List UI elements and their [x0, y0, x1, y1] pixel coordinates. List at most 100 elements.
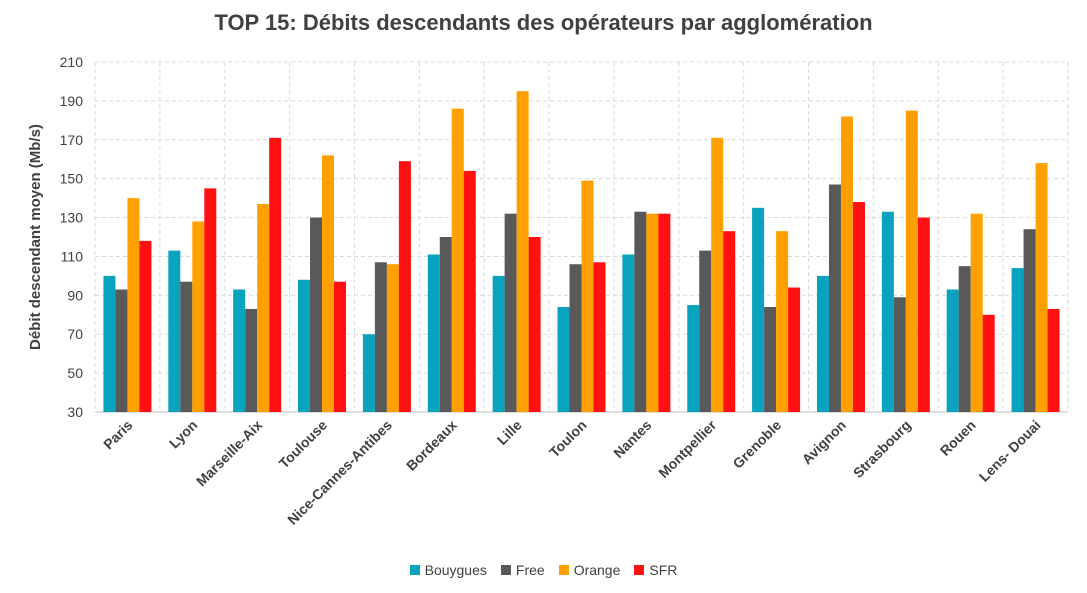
bar-orange-12	[905, 110, 918, 412]
bar-bouygues-4	[362, 334, 375, 412]
bar-sfr-4	[398, 161, 411, 412]
bar-orange-11	[840, 116, 853, 412]
y-tick-label: 210	[60, 54, 84, 70]
x-tick-label: Lille	[494, 417, 525, 448]
bar-sfr-14	[1047, 308, 1060, 412]
x-tick-label: Marseille-Aix	[193, 417, 266, 490]
legend-item-sfr: SFR	[634, 562, 677, 578]
bar-bouygues-9	[687, 305, 700, 412]
bar-free-6	[504, 213, 517, 412]
bar-free-13	[958, 266, 971, 412]
bar-sfr-10	[788, 287, 801, 412]
bar-bouygues-7	[557, 307, 570, 412]
legend-item-orange: Orange	[558, 562, 621, 578]
x-tick-label: Lens- Douai	[976, 417, 1044, 485]
x-tick-label: Rouen	[937, 417, 979, 459]
bar-orange-4	[386, 264, 399, 412]
bar-orange-13	[970, 213, 983, 412]
bar-bouygues-14	[1011, 268, 1024, 412]
y-tick-label: 30	[67, 404, 83, 420]
legend-label-orange: Orange	[573, 562, 621, 578]
bar-bouygues-8	[622, 254, 635, 412]
bar-orange-1	[192, 221, 205, 412]
bar-bouygues-0	[103, 275, 116, 412]
legend-label-free: Free	[515, 562, 545, 578]
bar-sfr-12	[917, 217, 930, 412]
y-tick-label: 110	[61, 248, 84, 264]
legend-item-bouygues: Bouygues	[409, 562, 487, 578]
bar-free-11	[828, 184, 841, 412]
legend-swatch-orange	[558, 565, 569, 575]
y-tick-label: 190	[60, 93, 84, 109]
bar-free-4	[374, 262, 387, 412]
bar-free-8	[634, 211, 647, 412]
bar-orange-7	[581, 180, 594, 412]
y-tick-label: 70	[67, 326, 83, 342]
y-tick-label: 90	[67, 287, 83, 303]
y-axis-title: Débit descendant moyen (Mb/s)	[27, 124, 44, 350]
bar-sfr-8	[658, 213, 671, 412]
bar-sfr-9	[723, 231, 736, 412]
bar-sfr-11	[852, 202, 865, 412]
bar-bouygues-10	[752, 207, 765, 412]
legend-swatch-sfr	[634, 565, 645, 575]
bar-orange-8	[646, 213, 659, 412]
bar-orange-5	[451, 108, 464, 413]
bar-free-1	[180, 281, 193, 412]
bar-bouygues-5	[427, 254, 440, 412]
bar-bouygues-13	[946, 289, 959, 412]
bar-bouygues-12	[881, 211, 894, 412]
bar-free-3	[310, 217, 323, 412]
legend-item-free: Free	[500, 562, 545, 578]
x-tick-label: Avignon	[799, 417, 850, 468]
bar-sfr-13	[982, 314, 995, 412]
bar-orange-14	[1035, 163, 1048, 412]
y-tick-label: 50	[67, 365, 83, 381]
y-tick-label: 130	[60, 210, 84, 226]
bar-sfr-1	[204, 188, 217, 412]
x-tick-label: Montpellier	[655, 416, 720, 481]
bar-sfr-3	[334, 281, 347, 412]
bar-free-0	[115, 289, 128, 412]
legend-swatch-bouygues	[409, 565, 420, 575]
bar-free-9	[699, 250, 712, 412]
bar-free-5	[439, 237, 452, 412]
y-tick-label: 170	[60, 132, 84, 148]
bar-free-10	[764, 307, 777, 412]
x-tick-label: Toulon	[546, 417, 590, 461]
y-tick-label: 150	[60, 171, 84, 187]
x-tick-label: Strasbourg	[850, 417, 914, 481]
bar-bouygues-3	[298, 279, 311, 412]
x-tick-label: Nantes	[610, 417, 654, 461]
bar-sfr-5	[463, 170, 476, 412]
bar-sfr-0	[139, 240, 152, 412]
x-tick-label: Lyon	[166, 417, 201, 452]
legend-label-sfr: SFR	[649, 562, 678, 578]
x-tick-label: Bordeaux	[403, 417, 460, 474]
x-tick-label: Grenoble	[729, 417, 784, 472]
bar-sfr-6	[528, 237, 541, 412]
chart-title: TOP 15: Débits descendants des opérateur…	[214, 10, 873, 35]
legend-swatch-free	[500, 565, 511, 575]
bar-orange-3	[322, 155, 335, 413]
bar-sfr-7	[593, 262, 606, 412]
bar-sfr-2	[269, 137, 282, 413]
x-tick-label: Toulouse	[276, 417, 331, 472]
bar-free-7	[569, 264, 582, 412]
chart-legend: Bouygues Free Orange SFR	[0, 562, 1087, 578]
bar-orange-9	[711, 137, 724, 413]
bar-free-14	[1023, 229, 1036, 412]
bar-bouygues-11	[816, 275, 829, 412]
x-tick-label: Nice-Cannes-Antibes	[284, 417, 395, 528]
legend-label-bouygues: Bouygues	[424, 562, 487, 578]
bar-bouygues-2	[233, 289, 246, 412]
bar-orange-6	[516, 91, 529, 413]
bar-bouygues-1	[168, 250, 181, 412]
bar-orange-2	[257, 203, 270, 412]
bar-free-2	[245, 308, 258, 412]
bar-orange-10	[776, 231, 789, 412]
x-tick-label: Paris	[100, 417, 136, 453]
bar-orange-0	[127, 198, 140, 412]
